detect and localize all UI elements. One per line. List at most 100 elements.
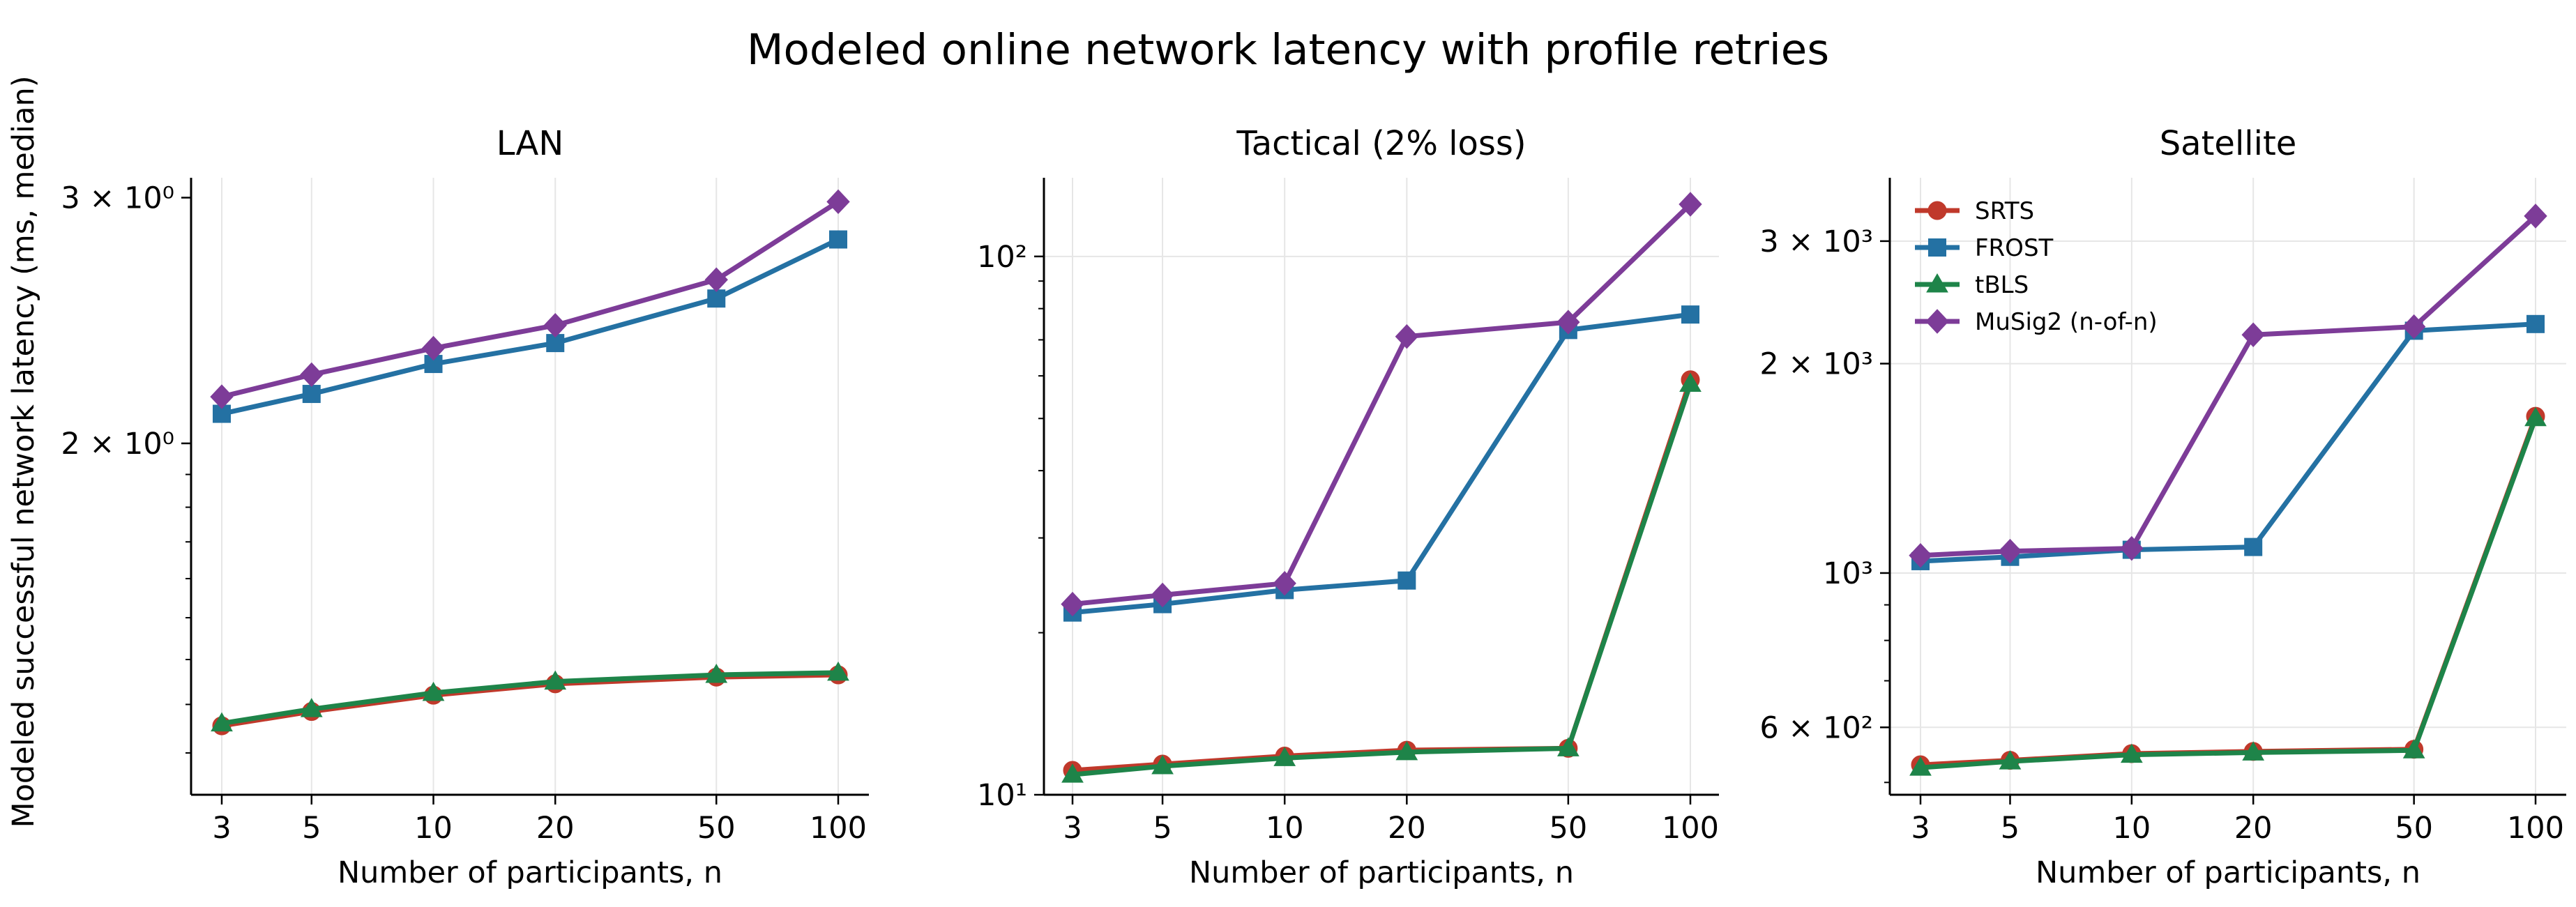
series-line bbox=[1920, 321, 2536, 564]
x-tick-label: 20 bbox=[1388, 811, 1426, 846]
data-point bbox=[300, 698, 323, 717]
series-srts bbox=[1911, 406, 2545, 775]
series-line bbox=[1072, 383, 1693, 777]
x-tick-label: 100 bbox=[810, 811, 867, 846]
x-tick-label: 100 bbox=[1662, 811, 1719, 846]
data-point bbox=[210, 384, 234, 409]
series-frost bbox=[213, 230, 847, 423]
series-line bbox=[221, 199, 840, 399]
data-point bbox=[1395, 740, 1418, 761]
data-point bbox=[211, 712, 233, 732]
panel-title: LAN bbox=[497, 124, 564, 163]
legend: SRTS FROST tBLS MuSig2 (n-of-n) bbox=[1915, 197, 2158, 336]
x-tick-label: 3 bbox=[212, 811, 231, 846]
data-point bbox=[829, 230, 847, 249]
data-point bbox=[2524, 204, 2547, 229]
figure-title: Modeled online network latency with prof… bbox=[747, 25, 1829, 75]
panel-satellite: 3 5 10 20 50 100 6 × 10² 10³ 2 × 10³ 3 × 10³ Satel… bbox=[1759, 124, 2566, 890]
legend-marker bbox=[1927, 201, 1947, 220]
data-point bbox=[1909, 542, 1932, 568]
series-tbls bbox=[1061, 372, 1702, 783]
series-line bbox=[1072, 312, 1691, 616]
figure-y-axis-label: Modeled successful network latency (ms, … bbox=[6, 75, 41, 828]
x-tick-label: 5 bbox=[1153, 811, 1172, 846]
data-point bbox=[2244, 538, 2263, 556]
data-point bbox=[421, 335, 446, 361]
legend-label: FROST bbox=[1975, 234, 2054, 262]
legend-item-frost: FROST bbox=[1915, 234, 2054, 262]
data-point bbox=[422, 681, 445, 701]
data-point bbox=[1273, 571, 1296, 596]
data-point bbox=[1061, 591, 1084, 617]
y-tick-label: 2 × 10⁰ bbox=[61, 427, 174, 462]
data-point bbox=[1679, 372, 1702, 392]
series-frost bbox=[1063, 305, 1699, 622]
y-tick-label: 10³ bbox=[1823, 556, 1873, 591]
data-point bbox=[543, 312, 567, 338]
series-musig2-n-of-n bbox=[1061, 192, 1702, 617]
x-tick-label: 20 bbox=[2234, 811, 2273, 846]
legend-label: tBLS bbox=[1975, 271, 2029, 299]
series-musig2-n-of-n bbox=[210, 189, 850, 409]
data-point bbox=[704, 267, 728, 292]
data-point bbox=[1909, 756, 1932, 776]
legend-item-tbls: tBLS bbox=[1915, 271, 2029, 299]
y-tick-label: 2 × 10³ bbox=[1759, 347, 1873, 382]
series-tbls bbox=[1909, 406, 2547, 776]
legend-item-musig2-n-of-n: MuSig2 (n-of-n) bbox=[1915, 308, 2158, 336]
data-point bbox=[827, 661, 849, 681]
panel-title: Satellite bbox=[2160, 124, 2297, 163]
x-tick-label: 5 bbox=[302, 811, 321, 846]
x-tick-label: 3 bbox=[1911, 811, 1930, 846]
panel-lan: 3 5 10 20 50 100 2 × 10⁰ 3 × 10⁰ LAN Number of pa… bbox=[61, 124, 869, 890]
y-tick-label: 3 × 10⁰ bbox=[61, 181, 174, 216]
legend-marker bbox=[1925, 309, 1949, 334]
data-point bbox=[1397, 571, 1416, 590]
data-point bbox=[1556, 310, 1580, 335]
data-point bbox=[1151, 582, 1174, 608]
series-srts bbox=[1063, 370, 1700, 780]
data-point bbox=[2242, 741, 2265, 761]
data-point bbox=[707, 289, 726, 308]
data-point bbox=[1999, 750, 2022, 770]
panel-title: Tactical (2% loss) bbox=[1236, 124, 1526, 163]
x-tick-label: 3 bbox=[1063, 811, 1082, 846]
data-point bbox=[544, 670, 567, 690]
series-tbls bbox=[211, 661, 849, 732]
data-point bbox=[705, 664, 728, 683]
legend-item-srts: SRTS bbox=[1915, 197, 2034, 225]
series-musig2-n-of-n bbox=[1909, 204, 2547, 568]
data-point bbox=[2120, 535, 2144, 561]
data-point bbox=[2524, 406, 2547, 427]
data-point bbox=[826, 189, 850, 215]
data-point bbox=[2526, 314, 2545, 333]
data-point bbox=[1273, 747, 1296, 766]
series-line bbox=[1920, 417, 2538, 770]
panels: 3 5 10 20 50 100 2 × 10⁰ 3 × 10⁰ LAN Number of pa… bbox=[61, 124, 2566, 890]
data-point bbox=[2402, 739, 2425, 759]
series-line bbox=[1072, 379, 1693, 773]
x-tick-label: 100 bbox=[2507, 811, 2564, 846]
series-line bbox=[221, 237, 840, 416]
series-frost bbox=[1911, 314, 2545, 570]
x-axis-label: Number of participants, n bbox=[338, 855, 722, 890]
data-point bbox=[1556, 737, 1579, 756]
series-line bbox=[221, 670, 839, 726]
legend-marker bbox=[1926, 273, 1948, 293]
series-line bbox=[1920, 214, 2538, 558]
x-tick-label: 20 bbox=[536, 811, 575, 846]
legend-marker bbox=[1928, 238, 1946, 257]
legend-label: MuSig2 (n-of-n) bbox=[1975, 308, 2158, 336]
data-point bbox=[1395, 323, 1419, 349]
data-point bbox=[2241, 322, 2265, 348]
y-tick-label: 6 × 10² bbox=[1759, 710, 1873, 745]
x-tick-label: 10 bbox=[2112, 811, 2151, 846]
data-point bbox=[1061, 763, 1084, 783]
panel-tactical-2-loss: 3 5 10 20 50 100 10¹ 10² Tactical (2% loss) Numbe… bbox=[977, 124, 1719, 890]
x-tick-label: 50 bbox=[1550, 811, 1588, 846]
x-tick-label: 50 bbox=[697, 811, 736, 846]
data-point bbox=[2120, 743, 2143, 763]
x-tick-label: 50 bbox=[2395, 811, 2433, 846]
x-axis-label: Number of participants, n bbox=[2036, 855, 2420, 890]
data-point bbox=[302, 385, 321, 404]
